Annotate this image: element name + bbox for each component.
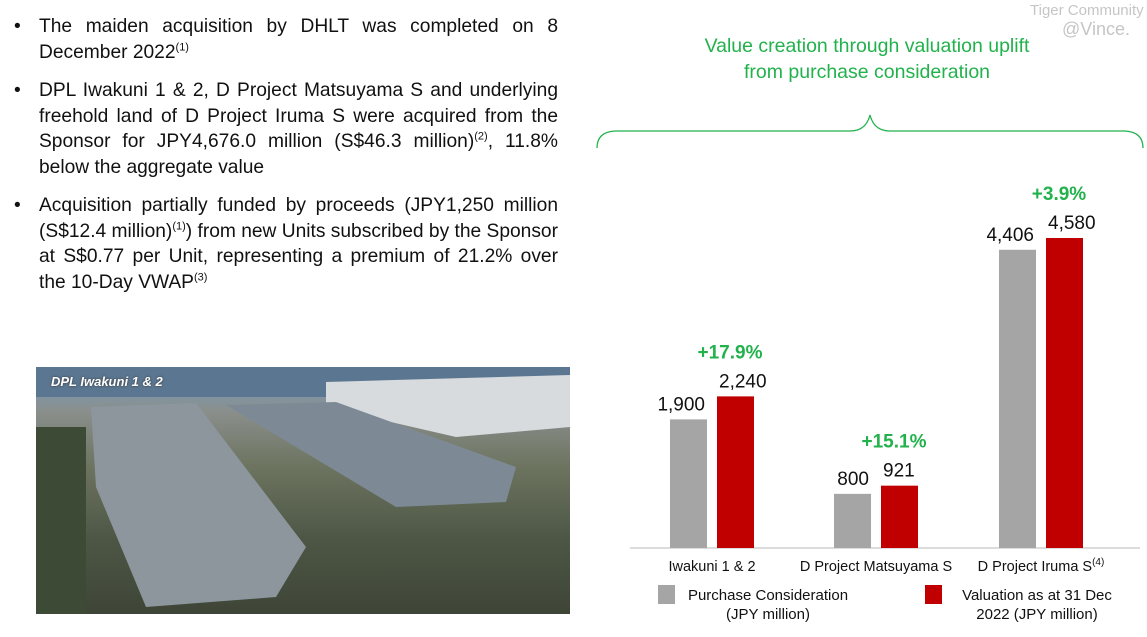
category-label: D Project Iruma S(4)	[978, 557, 1105, 575]
footnote-ref: (1)	[172, 220, 186, 233]
footnote-ref: (3)	[193, 271, 208, 284]
uplift-annotation: +17.9%	[698, 342, 763, 363]
bar-purchase	[670, 419, 707, 548]
data-label: 921	[883, 461, 915, 482]
photo-caption: DPL Iwakuni 1 & 2	[51, 374, 163, 389]
category-label: D Project Matsuyama S	[800, 559, 952, 575]
bullet-text: The maiden acquisition by DHLT was compl…	[39, 16, 558, 63]
bullet-2: • DPL Iwakuni 1 & 2, D Project Matsuyama …	[14, 80, 558, 178]
bullet-list: • The maiden acquisition by DHLT was comp…	[12, 14, 558, 308]
uplift-annotation: +3.9%	[1032, 184, 1087, 205]
footnote-ref: (2)	[474, 130, 488, 143]
factory-building	[326, 375, 570, 437]
bullet-3: • Acquisition partially funded by proceed…	[14, 195, 558, 293]
bullet-text: DPL Iwakuni 1 & 2, D Project Matsuyama S…	[39, 80, 558, 152]
bullet-1: • The maiden acquisition by DHLT was comp…	[14, 16, 558, 63]
warehouse-roof-1	[91, 403, 306, 607]
legend-label: Purchase Consideration (JPY million)	[688, 587, 848, 623]
legend-swatch-purchase	[658, 585, 675, 604]
bar-valuation	[1046, 238, 1083, 548]
bullet-text: , 11.8% below the aggregate value	[39, 131, 558, 178]
category-label: Iwakuni 1 & 2	[668, 559, 755, 575]
uplift-annotation: +15.1%	[862, 432, 927, 453]
legend-label: Valuation as at 31 Dec 2022 (JPY million)	[962, 587, 1112, 623]
curly-brace	[596, 114, 1144, 149]
bullet-text: Acquisition partially funded by proceeds…	[39, 195, 558, 242]
photo-illustration	[36, 367, 570, 614]
watermark-handle: @Vince.	[1062, 19, 1130, 39]
bar-purchase	[834, 493, 871, 548]
bar-valuation	[881, 485, 918, 548]
brace-title: Value creation through valuation uplift …	[704, 35, 1030, 83]
data-label: 1,900	[657, 394, 705, 415]
data-label: 4,580	[1048, 213, 1096, 234]
data-label: 4,406	[986, 225, 1034, 246]
bullet-text: ) from new Units subscribed by the Spons…	[39, 220, 558, 293]
warehouse-roof-2	[226, 402, 516, 507]
trees	[36, 427, 86, 614]
property-photo: DPL Iwakuni 1 & 2	[36, 367, 570, 614]
watermark-text: Tiger Community	[1030, 2, 1144, 19]
footnote-ref: (1)	[175, 41, 189, 54]
data-label: 2,240	[719, 371, 767, 392]
bar-purchase	[999, 249, 1036, 549]
bar-valuation	[717, 396, 754, 548]
legend-swatch-valuation	[925, 585, 942, 604]
data-label: 800	[837, 469, 869, 490]
